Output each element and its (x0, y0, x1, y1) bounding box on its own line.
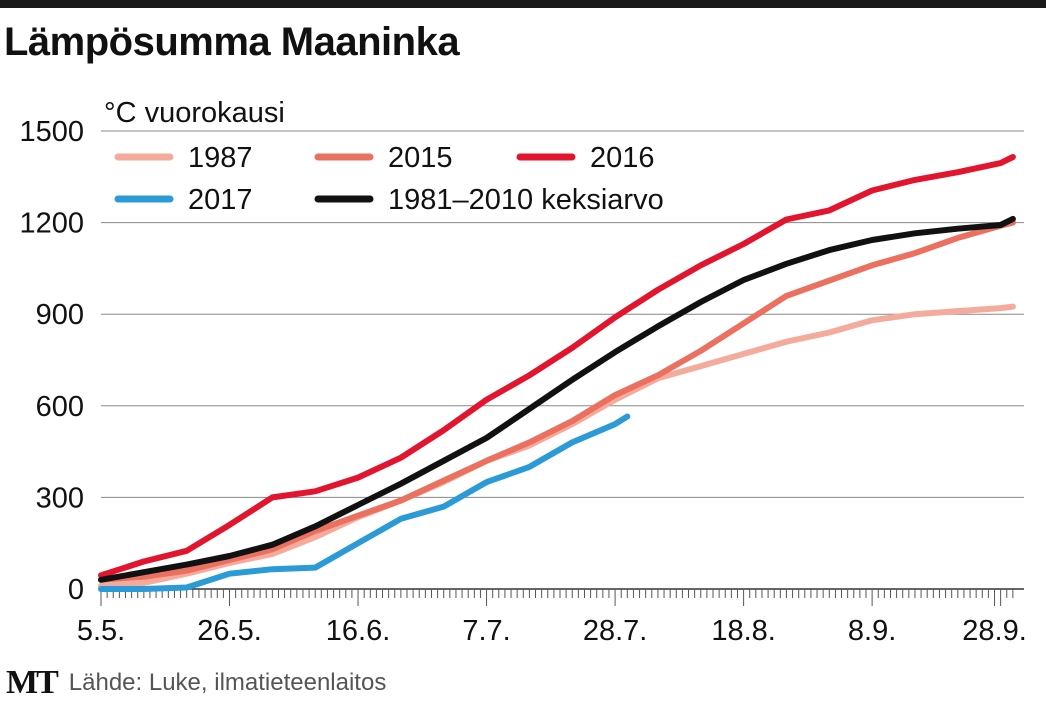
source-note: Lähde: Luke, ilmatieteenlaitos (68, 669, 387, 696)
legend-label: 2017 (188, 184, 253, 216)
x-tick-label: 26.5. (197, 615, 262, 647)
legend-label: 1981–2010 keksiarvo (388, 184, 664, 216)
legend-label: 2016 (590, 142, 655, 174)
line-chart: °C vuorokausi 0 300 600 900 1200 1500 5.5. 26.5… (19, 97, 1027, 647)
x-tick-label: 16.6. (326, 615, 391, 647)
legend-label: 2015 (388, 142, 453, 174)
x-tick-label: 5.5. (77, 615, 125, 647)
y-tick-label: 300 (36, 482, 84, 514)
footer: MT Lähde: Luke, ilmatieteenlaitos (6, 664, 386, 702)
x-tick-label: 18.8. (711, 615, 776, 647)
y-tick-label: 900 (36, 299, 84, 331)
x-tick-label: 28.7. (583, 615, 648, 647)
y-axis-label: °C vuorokausi (104, 97, 285, 129)
y-tick-label: 1500 (19, 116, 84, 148)
y-tick-label: 600 (36, 391, 84, 423)
legend-label: 1987 (188, 142, 253, 174)
y-tick-label: 0 (68, 574, 84, 606)
y-tick-label: 1200 (19, 208, 84, 240)
series-line-19812010keksiarvo (98, 215, 1016, 583)
x-tick-label: 7.7. (462, 615, 510, 647)
x-tick-label: 8.9. (848, 615, 896, 647)
top-rule (0, 0, 1046, 8)
mt-logo: MT (6, 664, 59, 701)
series-line-2015 (98, 219, 1016, 583)
series-line-1987 (98, 303, 1016, 589)
x-tick-label: 28.9. (962, 615, 1027, 647)
series-line-2017 (98, 413, 631, 592)
chart-title: Lämpösumma Maaninka (4, 20, 460, 64)
series-line-2016 (98, 154, 1016, 579)
